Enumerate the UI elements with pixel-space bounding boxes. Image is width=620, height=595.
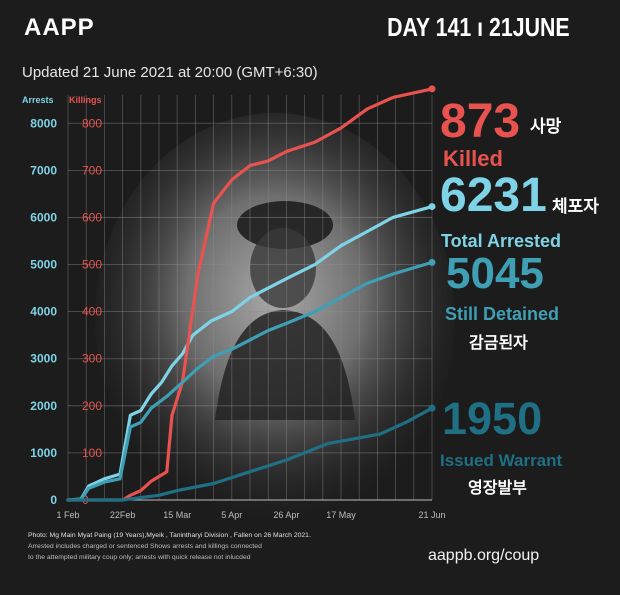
x-tick-label: 5 Apr xyxy=(221,510,242,520)
portrait-cap-silhouette xyxy=(237,201,333,249)
y-tick-label-killings: 700 xyxy=(82,163,102,177)
footer-notes: Photo: Mg Main Myat Paing (19 Years),Mye… xyxy=(28,530,408,563)
y-tick-label-arrests: 4000 xyxy=(30,305,57,319)
axis-title-killings: Killings xyxy=(69,95,102,105)
y-tick-label-killings: 300 xyxy=(82,352,102,366)
y-tick-label-arrests: 8000 xyxy=(30,116,57,130)
x-tick-label: 22Feb xyxy=(110,510,136,520)
y-tick-label-arrests: 6000 xyxy=(30,210,57,224)
y-tick-label-arrests: 1000 xyxy=(30,446,57,460)
killed-value: 873 xyxy=(440,95,521,148)
y-tick-label-killings: 200 xyxy=(82,399,102,413)
issued-warrant-label-korean: 영장발부 xyxy=(468,480,527,497)
chart-series xyxy=(66,85,436,502)
y-tick-label-arrests: 0 xyxy=(50,493,57,507)
series-line-killed-endpoint xyxy=(428,85,436,93)
y-tick-label-arrests: 2000 xyxy=(30,399,57,413)
still-detained-label: Still Detained xyxy=(445,304,560,324)
y-tick-label-arrests: 7000 xyxy=(30,163,57,177)
y-tick-label-arrests: 5000 xyxy=(30,258,57,272)
total-arrested-label: Total Arrested xyxy=(441,231,562,251)
x-tick-label: 26 Apr xyxy=(273,510,299,520)
y-tick-label-killings: 500 xyxy=(82,258,102,272)
photo-credit: Photo: Mg Main Myat Paing (19 Years),Mye… xyxy=(28,532,311,539)
x-tick-label: 21 Jun xyxy=(418,510,445,520)
series-line-killed xyxy=(66,87,434,502)
series-line-total-arrested-endpoint xyxy=(428,203,436,211)
total-arrested-value: 6231 xyxy=(440,169,547,222)
aapp-logo: AAPP xyxy=(24,14,95,41)
issued-warrant-value: 1950 xyxy=(442,393,543,444)
y-tick-label-killings: 800 xyxy=(82,116,102,130)
y-tick-label-killings: 100 xyxy=(82,446,102,460)
y-tick-label-arrests: 3000 xyxy=(30,352,57,366)
total-arrested-label-korean: 체포자 xyxy=(552,197,599,216)
series-line-issued-warrant-endpoint xyxy=(428,404,436,412)
still-detained-label-korean: 감금된자 xyxy=(469,335,528,352)
website-link[interactable]: aappb.org/coup xyxy=(428,547,540,564)
background-photo xyxy=(95,113,455,523)
killed-label: Killed xyxy=(443,146,503,171)
note-line-1: Arrested includes charged or sentenced S… xyxy=(28,543,262,550)
killed-label-korean: 사망 xyxy=(530,117,562,136)
y-tick-label-killings: 400 xyxy=(82,305,102,319)
issued-warrant-label: Issued Warrant xyxy=(440,451,563,470)
note-line-2: to the attempted military coup only; arr… xyxy=(28,554,251,561)
x-tick-label: 17 May xyxy=(326,510,356,520)
x-tick-label: 15 Mar xyxy=(163,510,191,520)
day-date-title: DAY 141 ı 21JUNE xyxy=(387,12,570,42)
series-line-issued-warrant xyxy=(66,406,434,502)
series-line-still-detained xyxy=(66,260,434,502)
y-tick-label-killings: 600 xyxy=(82,210,102,224)
still-detained-value: 5045 xyxy=(446,249,544,298)
x-tick-label: 1 Feb xyxy=(56,510,79,520)
updated-timestamp: Updated 21 June 2021 at 20:00 (GMT+6:30) xyxy=(22,64,318,81)
axis-title-arrests: Arrests xyxy=(22,95,54,105)
series-line-still-detained-endpoint xyxy=(428,258,436,266)
